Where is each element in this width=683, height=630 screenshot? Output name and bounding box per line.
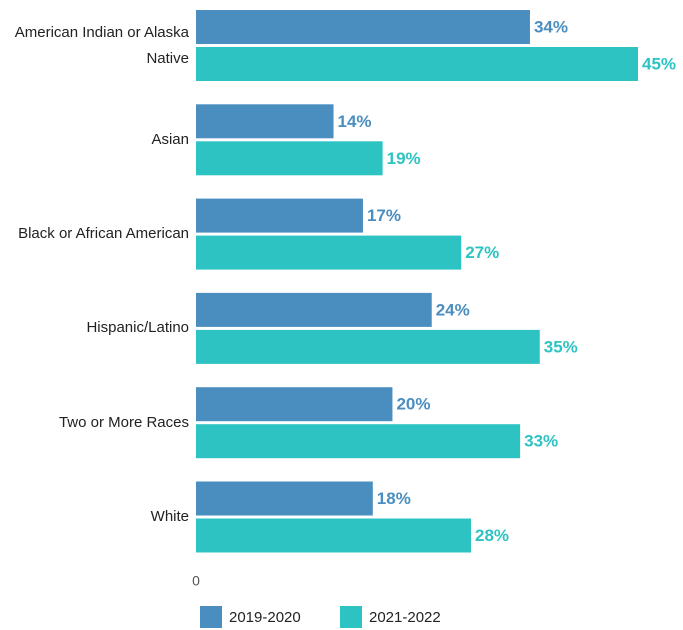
category-label: White [150, 508, 189, 525]
value-label: 20% [396, 395, 430, 414]
bar [196, 235, 462, 270]
category-label: Two or More Races [58, 413, 189, 431]
legend-label: 2019-2020 [229, 609, 301, 626]
value-label: 35% [544, 337, 578, 356]
category-label: Hispanic/Latino [86, 319, 189, 337]
category-label: American Indian or Alaska Native [14, 23, 189, 67]
value-label: 33% [524, 432, 558, 451]
value-label: 17% [367, 206, 401, 225]
value-label: 14% [338, 112, 372, 131]
value-label: 19% [387, 149, 421, 168]
bar [196, 518, 472, 553]
bar [196, 387, 393, 422]
bar [196, 47, 638, 81]
value-label: 24% [436, 300, 470, 319]
bar [196, 198, 363, 233]
legend-swatch [200, 606, 222, 628]
legend-label: 2021-2022 [369, 609, 441, 626]
category-label: Black or African American [18, 225, 189, 243]
value-label: 28% [475, 526, 509, 545]
bar [196, 10, 530, 44]
bar [196, 104, 334, 139]
value-label: 45% [642, 54, 676, 73]
bar [196, 329, 540, 364]
legend-swatch [340, 606, 362, 628]
category-label: Asian [151, 130, 189, 148]
value-label: 34% [534, 17, 568, 36]
value-label: 27% [465, 243, 499, 262]
bar [196, 481, 373, 516]
bar [196, 292, 432, 327]
bar [196, 141, 383, 176]
x-tick-label: 0 [192, 573, 200, 589]
value-label: 18% [377, 489, 411, 508]
bar [196, 424, 521, 459]
